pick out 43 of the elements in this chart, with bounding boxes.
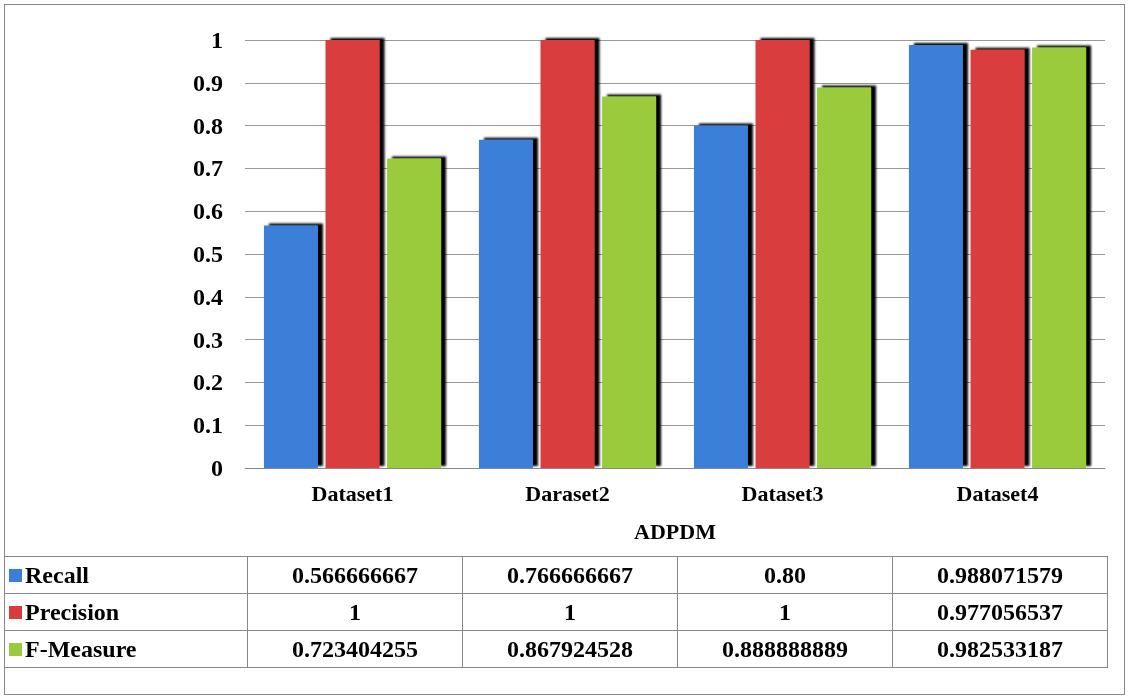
y-tick-label: 0.7: [193, 155, 223, 182]
y-tick-label: 0.6: [193, 198, 223, 225]
bar: [817, 87, 872, 468]
y-tick-label: 0.4: [193, 283, 223, 310]
data-label: 0.888888889: [677, 630, 893, 668]
legend-label: Recall: [4, 556, 248, 594]
bar: [908, 45, 963, 468]
data-label: 1: [677, 593, 893, 631]
y-tick-label: 0.3: [193, 326, 223, 353]
x-tick-label: Dataset1: [311, 480, 394, 506]
y-tick-label: 0.2: [193, 369, 223, 396]
y-tick-label: 0.8: [193, 112, 223, 139]
data-label: 0.988071579: [892, 556, 1108, 594]
bar: [263, 225, 318, 468]
y-tick-label: 0: [211, 455, 223, 481]
x-tick-label: Dataset4: [956, 480, 1039, 506]
data-label: 0.80: [677, 556, 893, 594]
y-tick-label: 0.5: [193, 241, 223, 267]
data-label: 0.982533187: [892, 630, 1108, 668]
y-tick-label: 1: [211, 27, 223, 53]
bar: [602, 96, 657, 468]
x-axis-title: ADPDM: [634, 518, 717, 544]
data-label: 1: [462, 593, 678, 631]
data-label: 0.766666667: [462, 556, 678, 594]
bar: [693, 125, 748, 468]
bar: [970, 49, 1025, 468]
data-label: 0.977056537: [892, 593, 1108, 631]
legend-label: F-Measure: [4, 630, 248, 668]
y-tick-label: 0.1: [193, 412, 223, 439]
legend-label: Precision: [4, 593, 248, 631]
bar: [540, 40, 595, 468]
data-label: 1: [247, 593, 463, 631]
data-label: 0.867924528: [462, 630, 678, 668]
bar: [478, 139, 533, 468]
y-tick-label: 0.9: [193, 69, 223, 96]
x-tick-label: Dataset3: [741, 480, 824, 506]
bar: [325, 40, 380, 468]
data-label: 0.723404255: [247, 630, 463, 668]
bar: [387, 158, 442, 468]
data-label: 0.566666667: [247, 556, 463, 594]
bar: [755, 40, 810, 468]
bar: [1032, 47, 1087, 468]
x-tick-label: Daraset2: [525, 480, 610, 506]
